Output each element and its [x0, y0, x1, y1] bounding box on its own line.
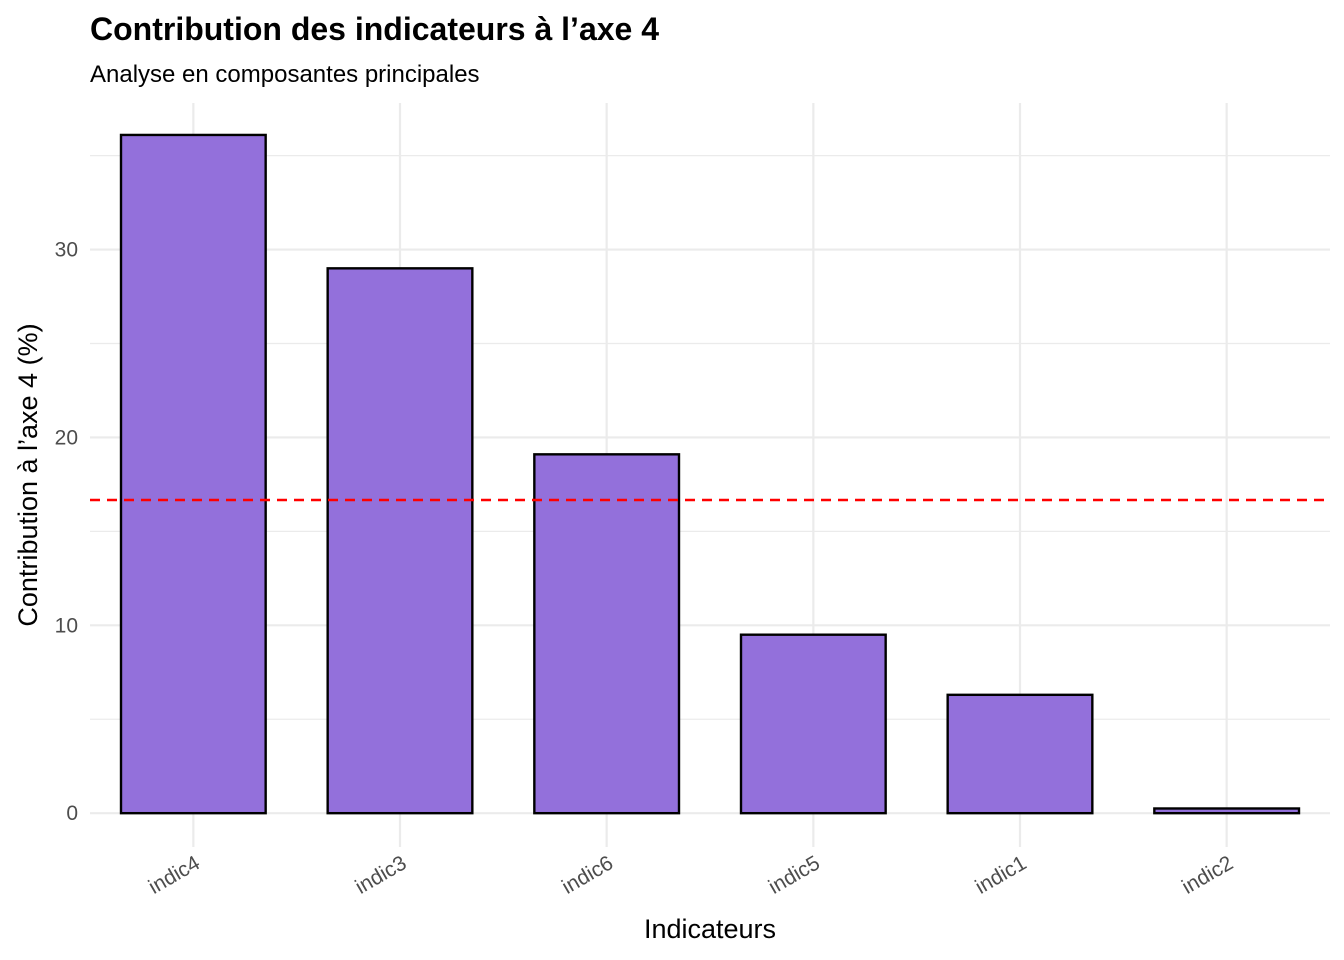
bar-indic6: [533, 453, 681, 815]
chart-title: Contribution des indicateurs à l’axe 4: [90, 11, 659, 47]
x-tick-label-indic6: indic6: [558, 851, 617, 898]
y-tick-label: 20: [55, 426, 78, 449]
x-tick-label-indic2: indic2: [1178, 851, 1237, 898]
grid: [90, 103, 1330, 847]
x-axis-title: Indicateurs: [644, 914, 776, 944]
bar-indic2: [1153, 807, 1301, 815]
bar-indic5: [739, 633, 887, 815]
chart-subtitle: Analyse en composantes principales: [90, 61, 480, 88]
bars: [119, 133, 1301, 815]
bar-indic1: [946, 693, 1094, 815]
x-tick-label-indic5: indic5: [765, 851, 824, 898]
y-tick-label: 10: [55, 614, 78, 637]
y-axis-title: Contribution à l’axe 4 (%): [13, 323, 43, 626]
bar-indic4: [119, 133, 267, 815]
x-tick-label-indic1: indic1: [971, 851, 1030, 898]
x-tick-label-indic4: indic4: [145, 851, 204, 899]
y-tick-label: 30: [55, 239, 78, 262]
y-tick-label: 0: [66, 802, 78, 825]
y-axis-ticks: 0 10 20 30: [55, 239, 78, 826]
x-axis-ticks: indic4 indic3 indic6 indic5 indic1 indic2: [145, 851, 1237, 899]
bar-indic3: [326, 267, 474, 815]
x-tick-label-indic3: indic3: [351, 851, 410, 898]
